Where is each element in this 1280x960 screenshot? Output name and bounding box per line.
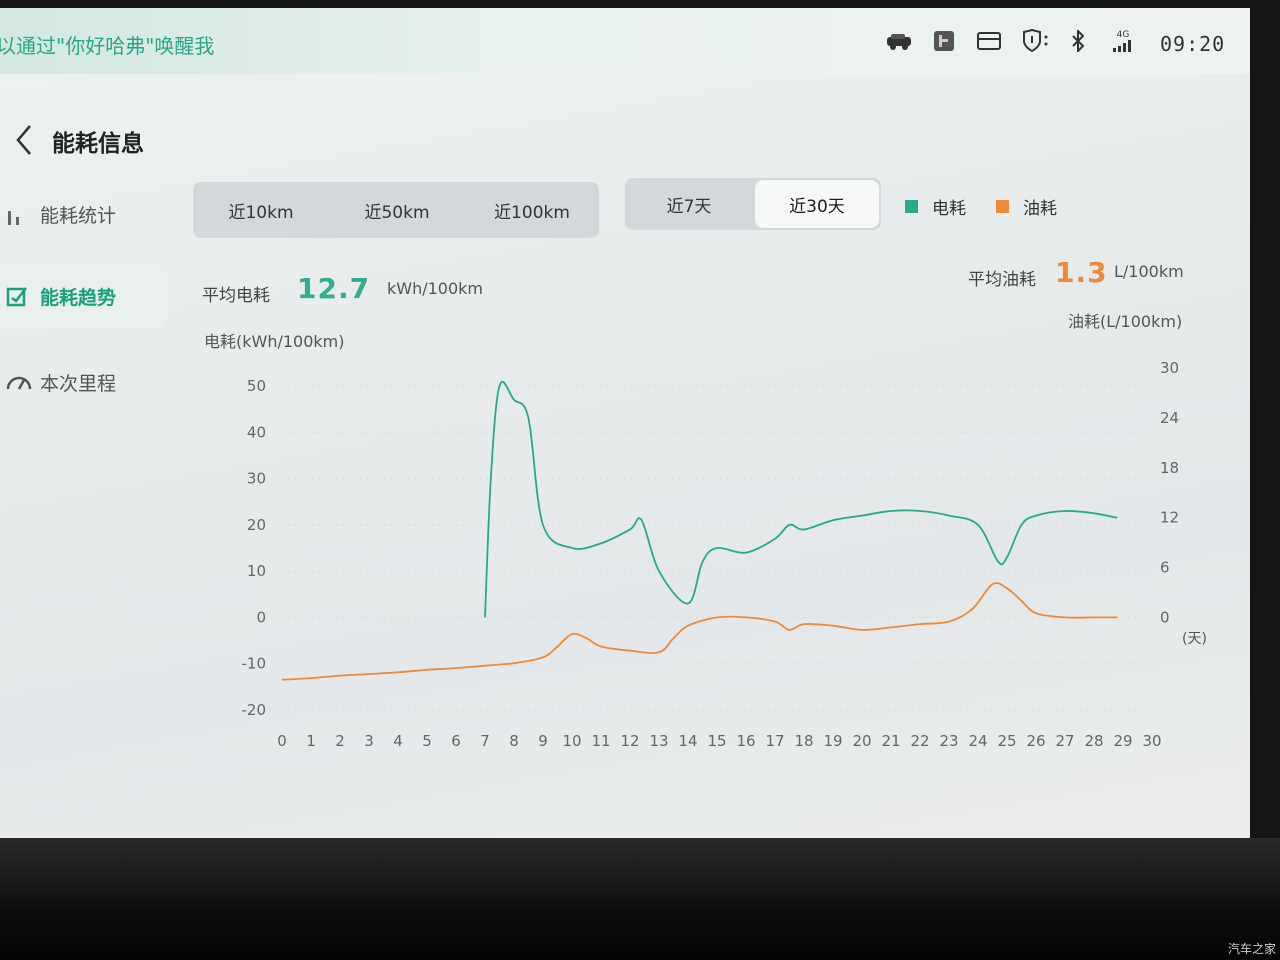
x-tick-label: 15: [707, 732, 726, 750]
x-axis-unit: (天): [1182, 631, 1207, 647]
y-right-tick-label: 24: [1160, 409, 1179, 427]
back-button[interactable]: [10, 120, 40, 160]
x-tick-label: 27: [1055, 732, 1074, 750]
x-tick-label: 8: [509, 732, 519, 750]
x-tick-label: 9: [538, 732, 548, 750]
bar-chart-icon: [6, 203, 32, 225]
sidebar-item-label: 本次里程: [40, 372, 117, 395]
x-tick-label: 25: [997, 732, 1016, 750]
clock: 09:20: [1160, 32, 1226, 56]
x-tick-label: 22: [910, 732, 929, 750]
avg-electric-label: 平均电耗: [202, 286, 270, 306]
legend-label: 油耗: [1023, 199, 1057, 219]
legend-fuel: 油耗: [996, 194, 1057, 219]
series-line-fuel: [281, 582, 1118, 681]
avg-fuel-value: 1.3: [1055, 256, 1108, 289]
y-left-tick-label: 50: [247, 377, 266, 395]
shield-icon: [1020, 28, 1050, 54]
y-left-tick-label: 40: [247, 423, 266, 441]
tab-50km[interactable]: 近50km: [364, 202, 430, 223]
y-left-axis-title: 电耗(kWh/100km): [204, 332, 345, 351]
page-title: 能耗信息: [52, 131, 144, 157]
legend-label: 电耗: [932, 199, 966, 219]
y-left-tick-label: 0: [256, 608, 266, 626]
series-line-electric: [484, 380, 1118, 618]
x-tick-label: 12: [620, 732, 639, 750]
x-tick-label: 7: [480, 732, 490, 750]
distance-tabs: 近10km 近50km 近100km: [193, 182, 599, 238]
x-tick-label: 20: [852, 732, 871, 750]
y-right-tick-label: 12: [1160, 509, 1179, 527]
x-tick-label: 14: [678, 732, 697, 750]
y-left-tick-label: -10: [242, 655, 267, 673]
y-right-axis-title: 油耗(L/100km): [1068, 312, 1183, 331]
x-tick-label: 21: [881, 732, 900, 750]
sidebar-item-label: 能耗统计: [40, 204, 117, 227]
bluetooth-icon: [1068, 28, 1088, 54]
x-tick-label: 26: [1026, 732, 1045, 750]
x-tick-label: 23: [939, 732, 958, 750]
voice-hint: 以通过"你好哈弗"唤醒我: [0, 34, 215, 58]
screen-bezel: [0, 838, 1280, 960]
sidebar-item-trend[interactable]: 能耗趋势: [0, 264, 168, 328]
y-right-tick-label: 30: [1160, 359, 1179, 377]
y-left-tick-label: 30: [247, 470, 266, 488]
y-right-tick-label: 0: [1160, 608, 1170, 626]
x-tick-label: 0: [277, 732, 287, 750]
vehicle-icon: [884, 28, 914, 54]
x-tick-label: 3: [364, 732, 374, 750]
x-tick-label: 19: [823, 732, 842, 750]
app-badge-icon: [932, 28, 956, 54]
sidebar-item-label: 能耗趋势: [40, 286, 117, 309]
x-tick-label: 4: [393, 732, 403, 750]
y-left-tick-label: 10: [247, 562, 266, 580]
legend-swatch-fuel: [996, 200, 1009, 213]
x-tick-label: 18: [794, 732, 813, 750]
gauge-icon: [6, 373, 32, 391]
y-right-tick-label: 6: [1160, 559, 1170, 577]
x-tick-label: 29: [1113, 732, 1132, 750]
tab-10km[interactable]: 近10km: [228, 202, 294, 223]
x-tick-label: 28: [1084, 732, 1103, 750]
status-bar: 以通过"你好哈弗"唤醒我 4G 09:20: [0, 8, 1250, 74]
avg-electric-value: 12.7: [297, 272, 371, 305]
tab-100km[interactable]: 近100km: [494, 202, 570, 223]
sidebar-item-trip[interactable]: 本次里程: [0, 350, 168, 414]
watermark: 汽车之家: [1228, 942, 1277, 956]
y-left-tick-label: -20: [242, 701, 267, 719]
x-tick-label: 6: [451, 732, 461, 750]
avg-electric-unit: kWh/100km: [387, 279, 484, 298]
avg-fuel-unit: L/100km: [1114, 262, 1184, 281]
x-tick-label: 2: [335, 732, 345, 750]
car-screen: 以通过"你好哈弗"唤醒我 4G 09:20 能耗信息 能耗统计: [0, 8, 1250, 838]
x-tick-label: 30: [1142, 732, 1161, 750]
x-tick-label: 11: [591, 732, 610, 750]
x-tick-label: 17: [765, 732, 784, 750]
x-tick-label: 1: [306, 732, 316, 750]
x-tick-label: 5: [422, 732, 432, 750]
sidebar-item-stats[interactable]: 能耗统计: [0, 182, 168, 246]
x-tick-label: 24: [968, 732, 987, 750]
legend-swatch-electric: [905, 200, 918, 213]
tab-7-days[interactable]: 近7天: [666, 196, 712, 217]
y-right-tick-label: 18: [1160, 459, 1179, 477]
avg-fuel-label: 平均油耗: [968, 270, 1036, 290]
signal-4g-icon: 4G: [1110, 28, 1136, 54]
legend-electric: 电耗: [905, 194, 966, 219]
x-tick-label: 16: [736, 732, 755, 750]
x-tick-label: 13: [649, 732, 668, 750]
y-left-tick-label: 20: [247, 516, 266, 534]
trend-icon: [6, 285, 32, 307]
x-tick-label: 10: [562, 732, 581, 750]
mail-icon: [976, 28, 1002, 54]
period-tabs: 近7天 近30天: [625, 178, 881, 230]
tab-30-days[interactable]: 近30天: [755, 180, 879, 228]
